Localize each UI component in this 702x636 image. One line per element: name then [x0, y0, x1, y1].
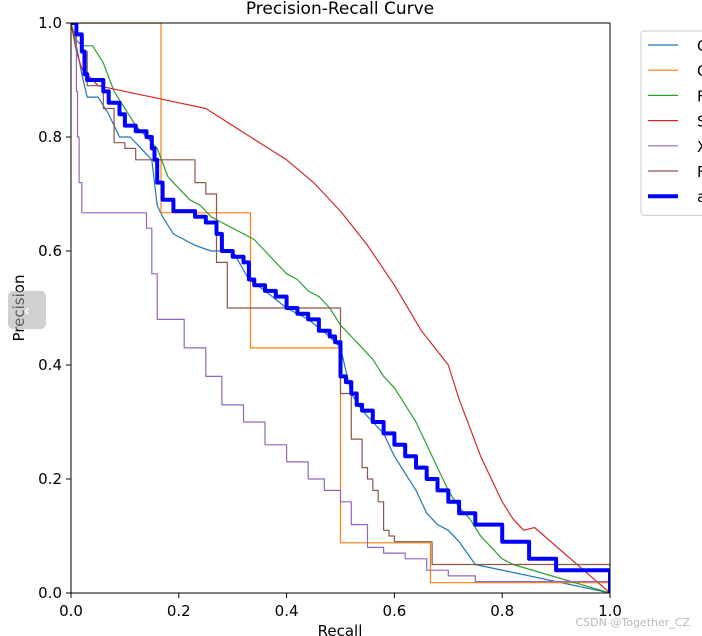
- collapse-sidebar-button[interactable]: ‹: [8, 291, 46, 329]
- legend-label: F: [697, 163, 702, 181]
- watermark: CSDN @Together_CZ: [575, 616, 690, 629]
- series-line-5-X: [71, 23, 610, 593]
- series-line-2-C: [71, 23, 610, 593]
- legend-label: X: [697, 138, 702, 156]
- legend-box: [640, 30, 702, 216]
- series-line-7-a: [71, 23, 610, 593]
- plot-frame: [70, 22, 611, 594]
- chart-title: Precision-Recall Curve: [246, 0, 434, 19]
- legend-label: C: [697, 37, 702, 55]
- series-line-4-S: [71, 23, 610, 593]
- legend-label: C: [697, 62, 702, 80]
- x-tick-label: 0.6: [382, 602, 406, 620]
- x-tick-label: 0.4: [275, 602, 299, 620]
- y-tick-label: 0.4: [38, 356, 62, 374]
- y-tick-label: 0.2: [38, 470, 62, 488]
- y-tick-label: 0.8: [38, 128, 62, 146]
- legend-label: S: [697, 113, 702, 131]
- y-tick-label: 0.6: [38, 242, 62, 260]
- x-tick-label: 1.0: [598, 602, 622, 620]
- series-layer: [71, 23, 610, 593]
- series-line-6-F: [71, 23, 610, 593]
- y-tick-label: 1.0: [38, 14, 62, 32]
- y-tick-label: 0.0: [38, 584, 62, 602]
- x-tick-label: 0.0: [59, 602, 83, 620]
- ticks-layer: 0.0 0.2 0.4 0.6 0.8 1.0 0.0 0.2 0.4 0.6 0.8 1.0: [38, 14, 622, 620]
- legend: CCFSXFa: [640, 30, 702, 216]
- x-tick-label: 0.8: [490, 602, 514, 620]
- legend-label: F: [697, 87, 702, 105]
- x-tick-label: 0.2: [167, 602, 191, 620]
- legend-label: a: [697, 188, 702, 206]
- chevron-left-icon: ‹: [23, 300, 31, 320]
- x-axis-label: Recall: [318, 622, 363, 636]
